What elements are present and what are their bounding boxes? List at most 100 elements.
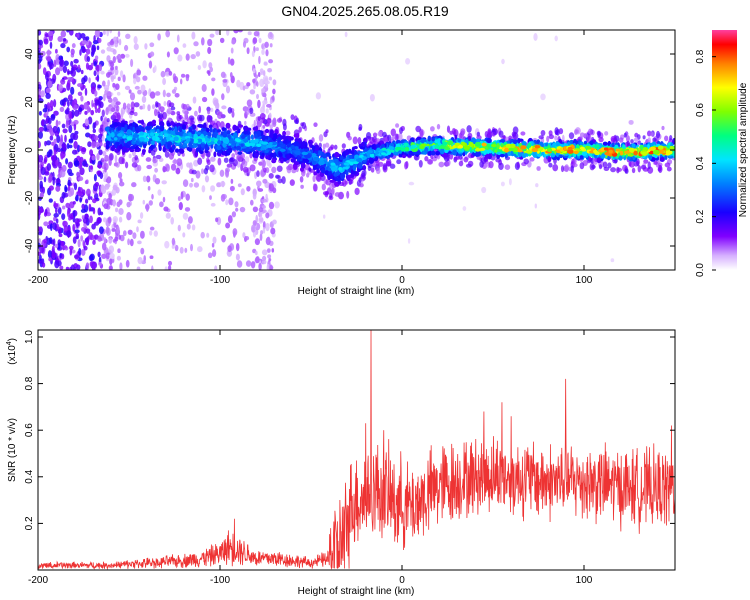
heatmap-noise-cell — [147, 104, 151, 112]
heatmap-noise-cell — [92, 240, 96, 245]
heatmap-noise-cell — [210, 185, 216, 192]
heatmap-noise-cell — [91, 198, 97, 204]
heatmap-ridge-cell — [113, 137, 118, 141]
heatmap-noise-cell — [166, 51, 170, 58]
heatmap-halo-cell — [643, 159, 649, 164]
heatmap-noise-cell — [220, 194, 226, 202]
heatmap-noise-cell — [115, 65, 118, 70]
heatmap-noise-cell — [97, 37, 102, 43]
heatmap-peak-cell — [290, 144, 296, 150]
heatmap-noise-cell — [147, 185, 151, 191]
heatmap-noise-cell — [269, 43, 273, 48]
heatmap-noise-cell — [122, 230, 127, 237]
heatmap-ridge-cell — [245, 146, 250, 153]
heatmap-noise-cell — [133, 43, 139, 51]
heatmap-noise-cell — [268, 201, 275, 210]
heatmap-halo-cell — [669, 135, 673, 141]
heatmap-noise-cell — [133, 111, 138, 117]
heatmap-ridge-cell — [339, 155, 344, 161]
heatmap-halo-cell — [554, 127, 559, 136]
heatmap-noise-cell — [142, 103, 146, 110]
heatmap-ridge-cell — [362, 165, 367, 171]
heatmap-ridge-cell — [131, 122, 136, 128]
heatmap-ridge-cell — [293, 141, 300, 147]
heatmap-noise-cell — [184, 247, 188, 253]
heatmap-halo-cell — [346, 190, 350, 199]
heatmap-ridge-cell — [175, 131, 182, 136]
heatmap-noise-cell — [245, 260, 252, 267]
heatmap-ridge-cell — [659, 157, 665, 162]
heatmap-halo-cell — [492, 128, 498, 136]
heatmap-noise-cell — [108, 265, 113, 270]
heatmap-halo-cell — [466, 125, 472, 133]
heatmap-noise-cell — [38, 131, 44, 139]
heatmap-peak-cell — [649, 146, 656, 151]
heatmap-noise-cell — [80, 226, 86, 232]
heatmap-noise-cell — [159, 201, 164, 208]
heatmap-noise-cell — [114, 154, 118, 164]
heatmap-ridge-cell — [214, 132, 218, 139]
heatmap-noise-cell — [85, 228, 91, 234]
heatmap-peak-cell — [369, 153, 375, 158]
heatmap-noise-cell — [102, 30, 106, 35]
heatmap-noise-cell — [52, 238, 56, 247]
heatmap-halo-cell — [321, 183, 326, 191]
heatmap-noise-cell — [201, 84, 207, 92]
heatmap-halo-cell — [266, 117, 272, 124]
heatmap-noise-cell — [262, 226, 266, 234]
heatmap-halo-cell — [170, 106, 176, 111]
heatmap-noise-cell — [111, 258, 115, 263]
heatmap-noise-cell — [265, 212, 270, 219]
heatmap-ridge-cell — [252, 126, 257, 131]
heatmap-ridge-cell — [602, 141, 608, 146]
heatmap-ridge-cell — [226, 148, 232, 154]
heatmap-noise-cell — [117, 76, 121, 82]
heatmap-noise-cell — [253, 84, 256, 90]
heatmap-halo-cell — [564, 164, 570, 173]
heatmap-noise-cell — [322, 214, 326, 219]
heatmap-halo-cell — [134, 155, 138, 161]
heatmap-noise-cell — [148, 60, 153, 69]
heatmap-noise-cell — [116, 255, 122, 261]
heatmap-noise-cell — [62, 205, 66, 210]
heatmap-halo-cell — [242, 166, 249, 173]
heatmap-noise-cell — [77, 64, 81, 70]
heatmap-noise-cell — [61, 253, 65, 260]
heatmap-noise-cell — [49, 99, 54, 109]
heatmap-ridge-cell — [216, 145, 222, 151]
heatmap-ridge-cell — [282, 130, 287, 136]
heatmap-noise-cell — [259, 233, 263, 241]
heatmap-halo-cell — [399, 127, 403, 134]
heatmap-halo-cell — [436, 123, 441, 130]
heatmap-ridge-cell — [596, 157, 602, 164]
heatmap-noise-cell — [264, 83, 269, 88]
heatmap-noise-cell — [246, 47, 250, 55]
heatmap-halo-cell — [404, 161, 408, 170]
heatmap-halo-cell — [552, 164, 559, 172]
heatmap-noise-cell — [181, 73, 186, 78]
heatmap-halo-cell — [538, 135, 544, 140]
heatmap-ridge-cell — [322, 153, 327, 159]
heatmap-noise-cell — [67, 76, 72, 81]
heatmap-noise-cell — [168, 70, 173, 76]
heatmap-halo-cell — [424, 156, 429, 162]
heatmap-noise-cell — [69, 248, 73, 256]
heatmap-ridge-cell — [200, 142, 206, 148]
heatmap-halo-cell — [523, 158, 529, 165]
heatmap-halo-cell — [198, 114, 205, 122]
heatmap-noise-cell — [231, 39, 236, 45]
heatmap-noise-cell — [191, 31, 196, 40]
heatmap-noise-cell — [407, 238, 411, 244]
heatmap-halo-cell — [122, 102, 127, 110]
heatmap-halo-cell — [152, 159, 157, 164]
heatmap-noise-cell — [135, 76, 141, 83]
heatmap-ridge-cell — [158, 145, 162, 152]
heatmap-noise-cell — [154, 167, 159, 173]
heatmap-noise-cell — [148, 200, 153, 206]
heatmap-noise-cell — [62, 37, 67, 42]
heatmap-halo-cell — [458, 160, 464, 167]
heatmap-ridge-cell — [182, 132, 188, 137]
heatmap-noise-cell — [88, 77, 91, 84]
heatmap-noise-cell — [96, 153, 100, 161]
heatmap-noise-cell — [91, 45, 97, 53]
